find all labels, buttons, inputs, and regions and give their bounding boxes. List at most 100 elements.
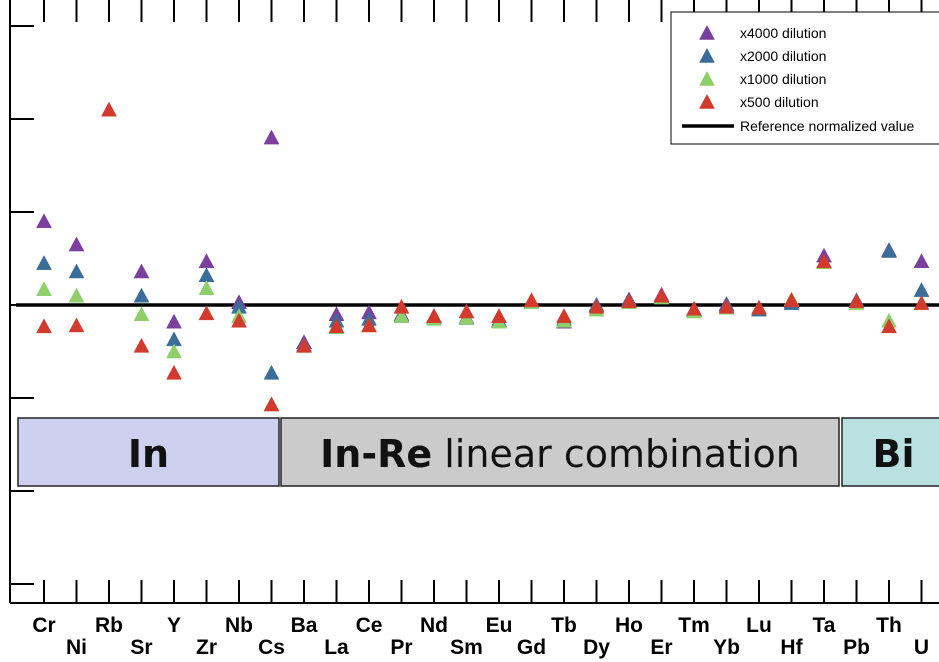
point-3-Zr bbox=[198, 305, 215, 321]
point-3-Ba bbox=[296, 337, 312, 353]
band-2 bbox=[841, 417, 939, 487]
x-tick-label-Sr: Sr bbox=[130, 636, 152, 659]
data-points bbox=[36, 101, 930, 412]
point-1-Zr bbox=[198, 267, 215, 282]
point-2-Ni bbox=[68, 287, 85, 303]
x-tick-label-Eu: Eu bbox=[486, 614, 513, 637]
point-3-Y bbox=[166, 364, 182, 380]
point-3-Er bbox=[653, 287, 670, 303]
point-3-Tb bbox=[556, 308, 572, 323]
point-3-Pr bbox=[393, 298, 410, 314]
point-3-La bbox=[328, 318, 345, 334]
x-tick-label-Gd: Gd bbox=[517, 636, 546, 659]
legend-marker-2 bbox=[699, 70, 715, 86]
point-1-U bbox=[913, 282, 930, 297]
point-3-Cr bbox=[36, 318, 52, 334]
x-tick-label-U: U bbox=[914, 636, 929, 659]
band-label-bold-2: Bi bbox=[873, 432, 915, 476]
series-3 bbox=[36, 101, 930, 412]
legend-label-reference: Reference normalized value bbox=[740, 118, 915, 134]
x-tick-label-La: La bbox=[324, 636, 349, 659]
point-1-Cs bbox=[263, 364, 280, 380]
point-3-Ni bbox=[68, 317, 85, 333]
x-tick-label-Sm: Sm bbox=[450, 636, 483, 659]
point-2-Pr bbox=[393, 308, 410, 323]
point-0-U bbox=[913, 253, 930, 269]
point-3-Pb bbox=[848, 293, 865, 309]
point-0-Cr bbox=[36, 213, 52, 229]
point-1-Sr bbox=[133, 287, 150, 303]
point-2-Sr bbox=[133, 306, 150, 322]
point-3-Nd bbox=[426, 308, 442, 323]
x-tick-label-Lu: Lu bbox=[746, 614, 772, 637]
band-0 bbox=[17, 417, 280, 487]
point-3-Eu bbox=[491, 308, 507, 323]
point-1-Cr bbox=[36, 255, 52, 270]
point-3-Th bbox=[881, 318, 897, 334]
band-1 bbox=[280, 417, 840, 487]
legend-marker-3 bbox=[699, 93, 715, 109]
x-tick-label-Ba: Ba bbox=[291, 614, 318, 637]
point-2-Y bbox=[166, 343, 182, 359]
axes bbox=[9, 0, 939, 604]
legend-label-1: x2000 dilution bbox=[740, 48, 826, 64]
point-3-Sr bbox=[133, 337, 150, 353]
x-tick-label-Ni: Ni bbox=[66, 636, 87, 659]
x-tick-label-Th: Th bbox=[876, 614, 902, 637]
legend: x4000 dilution x2000 dilution x1000 diluti… bbox=[670, 11, 939, 145]
point-0-Cs bbox=[263, 129, 280, 145]
point-3-Yb bbox=[718, 298, 735, 314]
legend-label-3: x500 dilution bbox=[740, 94, 819, 110]
x-tick-label-Er: Er bbox=[650, 636, 672, 659]
x-tick-label-Nb: Nb bbox=[225, 614, 253, 637]
point-0-Zr bbox=[198, 253, 215, 269]
band-label-1: In-Re linear combination bbox=[320, 432, 800, 476]
band-label-bold-1: In-Re bbox=[320, 432, 432, 476]
point-3-Dy bbox=[588, 298, 605, 314]
x-tick-label-Cr: Cr bbox=[32, 614, 55, 637]
x-tick-label-Cs: Cs bbox=[258, 636, 285, 659]
point-3-Ho bbox=[621, 293, 637, 309]
point-2-Zr bbox=[198, 280, 215, 296]
legend-label-0: x4000 dilution bbox=[740, 25, 826, 41]
series-0 bbox=[36, 129, 930, 349]
x-tick-label-Yb: Yb bbox=[713, 636, 740, 659]
legend-marker-0 bbox=[699, 24, 715, 40]
x-tick-label-Rb: Rb bbox=[95, 614, 123, 637]
legend-label-2: x1000 dilution bbox=[740, 71, 826, 87]
point-0-Sr bbox=[133, 263, 150, 279]
point-3-Cs bbox=[263, 396, 280, 412]
x-tick-label-Ho: Ho bbox=[615, 614, 643, 637]
point-1-Ni bbox=[68, 263, 85, 279]
x-tick-label-Dy: Dy bbox=[583, 636, 610, 659]
legend-marker-1 bbox=[699, 47, 715, 63]
x-tick-label-Tm: Tm bbox=[678, 614, 710, 637]
band-label-rest-1: linear combination bbox=[432, 432, 800, 476]
point-3-Sm bbox=[458, 303, 475, 319]
point-3-U bbox=[913, 295, 930, 310]
x-tick-label-Tb: Tb bbox=[551, 614, 577, 637]
point-1-Th bbox=[881, 243, 897, 258]
point-3-Nb bbox=[231, 312, 247, 328]
x-tick-label-Pr: Pr bbox=[390, 636, 412, 659]
point-3-Lu bbox=[751, 299, 767, 315]
x-tick-label-Hf: Hf bbox=[780, 636, 803, 659]
series-2 bbox=[36, 254, 897, 412]
element-bands: In In-Re linear combination Bi bbox=[17, 417, 939, 487]
legend-box bbox=[670, 11, 939, 145]
point-0-Ni bbox=[68, 236, 85, 252]
x-tick-label-Ta: Ta bbox=[813, 614, 836, 637]
point-3-Rb bbox=[101, 101, 117, 117]
point-3-Tm bbox=[686, 300, 702, 316]
point-3-Hf bbox=[783, 292, 800, 308]
point-3-Gd bbox=[523, 292, 540, 308]
x-tick-label-Y: Y bbox=[167, 614, 181, 637]
point-0-Y bbox=[166, 313, 182, 329]
band-label-bold-0: In bbox=[128, 432, 169, 476]
x-tick-label-Pb: Pb bbox=[843, 636, 870, 659]
x-tick-label-Ce: Ce bbox=[356, 614, 383, 637]
x-tick-label-Nd: Nd bbox=[420, 614, 448, 637]
